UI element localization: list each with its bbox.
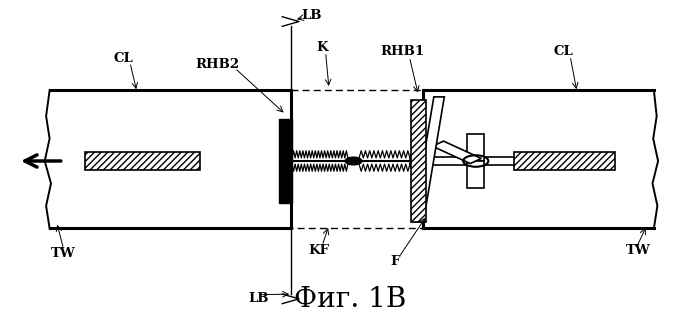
Text: RHB1: RHB1 — [380, 45, 424, 59]
Text: Фиг. 1В: Фиг. 1В — [294, 286, 406, 313]
Bar — [85, 152, 200, 170]
Bar — [411, 100, 426, 222]
Text: LB: LB — [248, 292, 270, 305]
Text: TW: TW — [626, 244, 651, 257]
Polygon shape — [433, 141, 482, 164]
Polygon shape — [467, 134, 484, 161]
Text: CL: CL — [553, 45, 573, 59]
Polygon shape — [410, 157, 476, 165]
Text: RHB2: RHB2 — [195, 58, 239, 71]
Circle shape — [345, 157, 362, 165]
Polygon shape — [413, 97, 444, 222]
Text: F: F — [391, 255, 400, 269]
Text: TW: TW — [51, 248, 76, 260]
Text: LB: LB — [301, 9, 322, 22]
Text: K: K — [316, 41, 328, 54]
Text: CL: CL — [113, 52, 133, 65]
Polygon shape — [467, 161, 484, 188]
Text: KF: KF — [308, 244, 329, 257]
Polygon shape — [476, 157, 541, 165]
Bar — [514, 152, 615, 170]
